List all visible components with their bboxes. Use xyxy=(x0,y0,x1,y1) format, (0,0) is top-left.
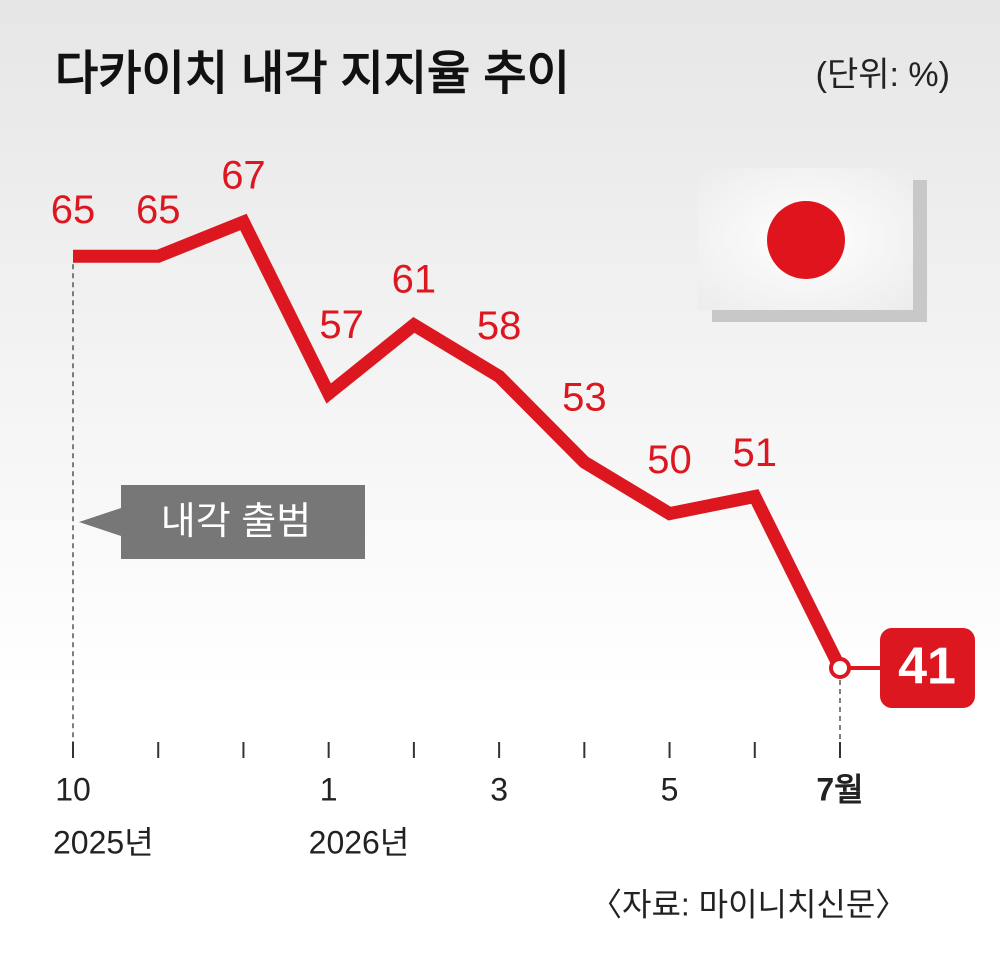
year-label: 2026년 xyxy=(309,824,410,860)
point xyxy=(829,657,851,679)
unit-label: (단위: %) xyxy=(816,56,950,94)
value-label: 41 xyxy=(898,638,956,696)
value-label: 58 xyxy=(477,304,522,348)
value-label: 53 xyxy=(562,376,607,420)
annotation-box xyxy=(79,485,365,559)
value-label: 61 xyxy=(392,257,437,301)
line xyxy=(73,213,846,671)
x-tick-label: 10 xyxy=(55,771,91,807)
chart-title: 다카이치 내각 지지율 추이 xyxy=(55,46,570,99)
japan-flag xyxy=(698,168,927,322)
x-tick-label: 3 xyxy=(490,771,508,807)
x-tick-label: 7월 xyxy=(816,771,863,807)
source: 〈자료: 마이니치신문〉 xyxy=(590,886,907,922)
annotation: 내각 출범 xyxy=(161,501,311,543)
value-label: 50 xyxy=(647,438,692,482)
x-tick-label: 5 xyxy=(661,771,679,807)
value-label: 51 xyxy=(733,431,778,475)
value-label: 65 xyxy=(136,188,181,232)
highlight-box xyxy=(880,628,975,708)
value-label: 65 xyxy=(51,188,96,232)
year-label: 2025년 xyxy=(53,824,154,860)
value-label: 57 xyxy=(319,303,364,347)
x-tick-label: 1 xyxy=(320,771,338,807)
value-label: 67 xyxy=(221,154,266,198)
